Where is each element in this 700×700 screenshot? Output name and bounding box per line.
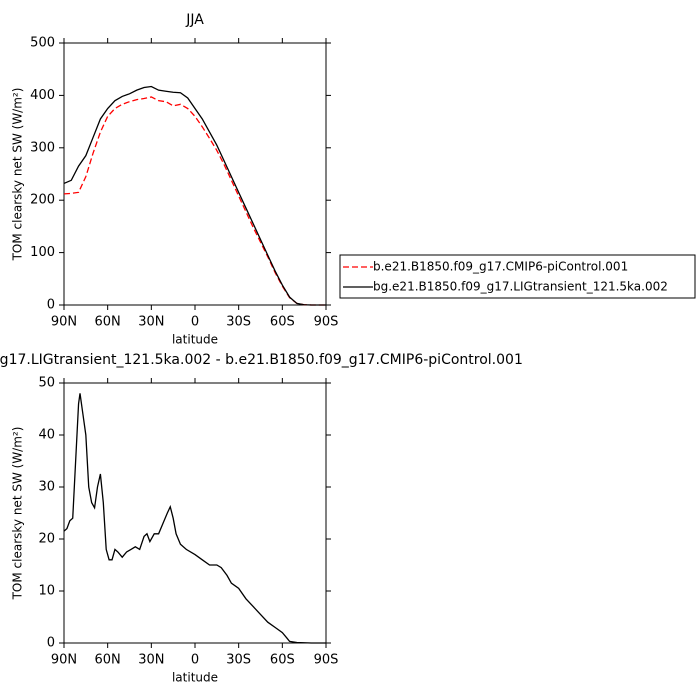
y-tick-label: 0 [47, 298, 55, 313]
x-tick-label: 30S [226, 315, 251, 330]
x-tick-label: 60N [95, 653, 121, 668]
chart-title: JJA [185, 12, 204, 28]
x-tick-label: 0 [191, 315, 199, 330]
y-tick-label: 50 [38, 376, 55, 391]
data-line [63, 96, 326, 306]
x-tick-label: 60S [270, 653, 295, 668]
legend-label: b.e21.B1850.f09_g17.CMIP6-piControl.001 [373, 260, 628, 274]
legend-label: bg.e21.B1850.f09_g17.LIGtransient_121.5k… [373, 280, 668, 294]
x-tick-label: 90S [314, 653, 339, 668]
x-tick-label: 30N [138, 315, 164, 330]
y-tick-label: 40 [38, 428, 55, 443]
y-axis-label: TOM clearsky net SW (W/m²) [11, 88, 25, 262]
y-axis-label: TOM clearsky net SW (W/m²) [11, 427, 25, 601]
y-tick-label: 0 [47, 636, 55, 651]
y-tick-label: 100 [30, 245, 55, 260]
x-tick-label: 30N [138, 653, 164, 668]
x-tick-label: 60N [95, 315, 121, 330]
chart-title: bg.e21.B1850.f09_g17.LIGtransient_121.5k… [0, 352, 523, 368]
y-tick-label: 10 [38, 584, 55, 599]
legend-box [339, 254, 696, 299]
x-tick-label: 0 [191, 653, 199, 668]
data-line [63, 85, 326, 306]
x-axis-label: latitude [172, 333, 218, 347]
y-tick-label: 20 [38, 532, 55, 547]
y-tick-label: 400 [30, 88, 55, 103]
x-tick-label: 90S [314, 315, 339, 330]
x-tick-label: 90N [51, 315, 77, 330]
x-tick-label: 30S [226, 653, 251, 668]
y-tick-label: 30 [38, 480, 55, 495]
x-tick-label: 90N [51, 653, 77, 668]
y-tick-label: 500 [30, 36, 55, 51]
plot-frame [63, 42, 327, 306]
y-tick-label: 300 [30, 140, 55, 155]
x-tick-label: 60S [270, 315, 295, 330]
y-tick-label: 200 [30, 193, 55, 208]
x-axis-label: latitude [172, 671, 218, 685]
data-line [63, 393, 326, 644]
